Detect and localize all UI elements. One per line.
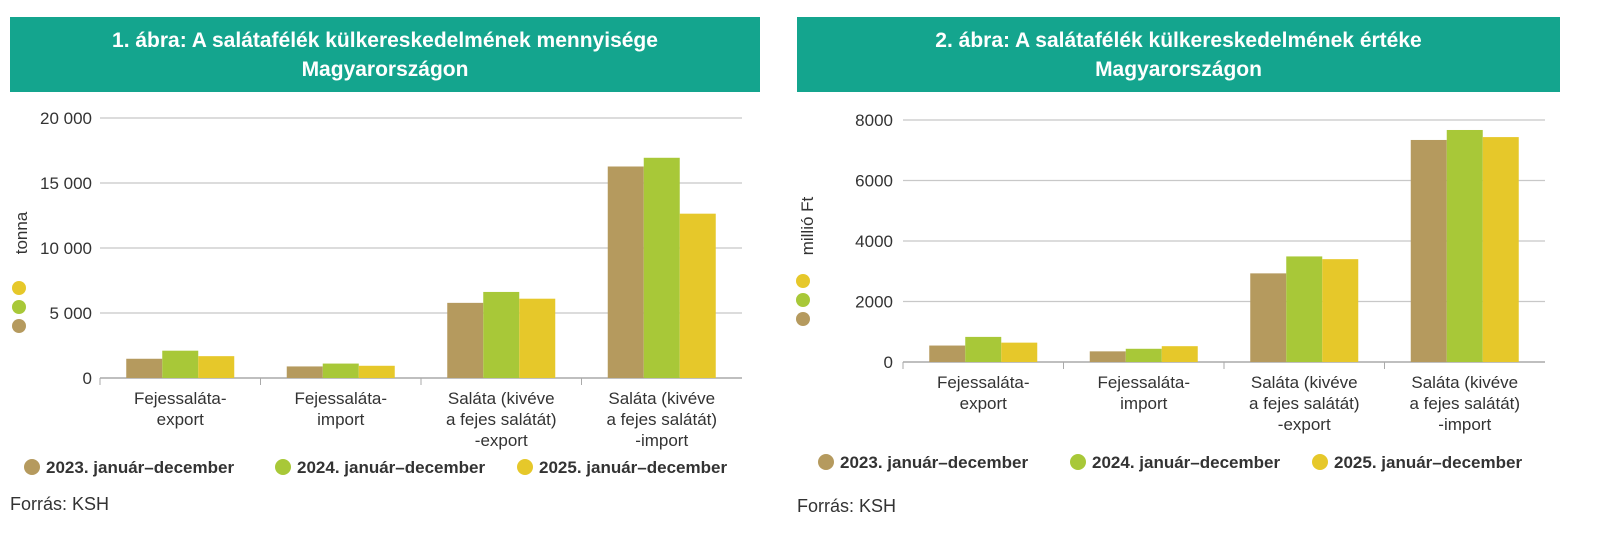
legend-label: 2024. január–december bbox=[1092, 453, 1280, 472]
x-tick-label: -import bbox=[635, 431, 688, 450]
title-line: 2. ábra: A salátafélék külkereskedelméne… bbox=[935, 29, 1422, 52]
legend-marker bbox=[1312, 454, 1328, 470]
y-label-dot bbox=[796, 312, 810, 326]
bar-2-1 bbox=[162, 350, 199, 378]
x-tick-label: Saláta (kivéve bbox=[608, 389, 715, 408]
chart-2-header: 2. ábra: A salátafélék külkereskedelméne… bbox=[797, 17, 1560, 92]
y-tick-label: 15 000 bbox=[40, 174, 92, 193]
x-tick-label: a fejes salátát) bbox=[1249, 394, 1360, 413]
bar-1-4 bbox=[607, 166, 644, 378]
bar-3-1 bbox=[198, 356, 235, 378]
y-tick-label: 5 000 bbox=[49, 304, 92, 323]
y-tick-label: 4000 bbox=[855, 232, 893, 251]
y-label-dot bbox=[12, 319, 26, 333]
x-tick-label: -import bbox=[1438, 415, 1491, 434]
x-tick-label: Fejessaláta- bbox=[294, 389, 387, 408]
x-tick-label: -export bbox=[475, 431, 528, 450]
bar-3-2 bbox=[358, 365, 395, 378]
legend-label: 2023. január–december bbox=[840, 453, 1028, 472]
legend-marker bbox=[818, 454, 834, 470]
x-tick-label: import bbox=[317, 410, 365, 429]
legend-marker bbox=[275, 459, 291, 475]
y-tick-label: 8000 bbox=[855, 111, 893, 130]
x-tick-label: a fejes salátát) bbox=[446, 410, 557, 429]
bar-2-2 bbox=[1125, 348, 1162, 362]
bar-2-3 bbox=[483, 291, 520, 378]
legend-label: 2025. január–december bbox=[539, 458, 727, 477]
bar-3-4 bbox=[1482, 137, 1519, 362]
title-line: 1. ábra: A salátafélék külkereskedelméne… bbox=[112, 29, 658, 52]
bar-1-4 bbox=[1410, 139, 1447, 362]
chart-2-source: Forrás: KSH bbox=[797, 496, 897, 516]
y-label-dot bbox=[796, 293, 810, 307]
bar-2-3 bbox=[1286, 256, 1323, 362]
bar-1-2 bbox=[286, 366, 323, 378]
legend-label: 2023. január–december bbox=[46, 458, 234, 477]
bar-1-1 bbox=[929, 345, 966, 362]
x-tick-label: a fejes salátát) bbox=[606, 410, 717, 429]
x-tick-label: Saláta (kivéve bbox=[1411, 373, 1518, 392]
x-tick-label: -export bbox=[1278, 415, 1331, 434]
bar-3-4 bbox=[679, 213, 716, 378]
y-label-dot bbox=[12, 281, 26, 295]
y-tick-label: 6000 bbox=[855, 172, 893, 191]
bar-1-3 bbox=[1250, 273, 1287, 362]
x-tick-label: Fejessaláta- bbox=[937, 373, 1030, 392]
legend-marker bbox=[517, 459, 533, 475]
x-tick-label: Saláta (kivéve bbox=[1251, 373, 1358, 392]
x-tick-label: export bbox=[960, 394, 1008, 413]
bar-3-1 bbox=[1001, 342, 1038, 362]
legend-marker bbox=[24, 459, 40, 475]
bar-2-4 bbox=[1446, 129, 1483, 362]
chart-1-header: 1. ábra: A salátafélék külkereskedelméne… bbox=[10, 17, 760, 92]
legend-label: 2024. január–december bbox=[297, 458, 485, 477]
legend-marker bbox=[1070, 454, 1086, 470]
x-tick-label: import bbox=[1120, 394, 1168, 413]
y-tick-label: 10 000 bbox=[40, 239, 92, 258]
chart-2-title: 2. ábra: A salátafélék külkereskedelméne… bbox=[797, 17, 1560, 92]
y-label-dot bbox=[796, 274, 810, 288]
chart-1-title: 1. ábra: A salátafélék külkereskedelméne… bbox=[10, 17, 760, 92]
y-tick-label: 2000 bbox=[855, 293, 893, 312]
y-label-dot bbox=[12, 300, 26, 314]
x-tick-label: Saláta (kivéve bbox=[448, 389, 555, 408]
bar-3-3 bbox=[1322, 259, 1359, 362]
bar-1-1 bbox=[126, 358, 163, 378]
bar-2-4 bbox=[643, 157, 680, 378]
title-line: Magyarországon bbox=[301, 58, 469, 81]
y-tick-label: 20 000 bbox=[40, 109, 92, 128]
y-axis-label: millió Ft bbox=[798, 196, 817, 255]
bar-1-3 bbox=[447, 302, 484, 378]
x-tick-label: Fejessaláta- bbox=[1097, 373, 1190, 392]
bar-3-2 bbox=[1161, 346, 1198, 362]
bar-2-1 bbox=[965, 336, 1002, 362]
y-tick-label: 0 bbox=[884, 353, 893, 372]
title-line: Magyarországon bbox=[1095, 58, 1262, 81]
x-tick-label: export bbox=[157, 410, 205, 429]
bar-2-2 bbox=[322, 363, 359, 378]
legend-label: 2025. január–december bbox=[1334, 453, 1522, 472]
chart-1-source: Forrás: KSH bbox=[10, 494, 110, 514]
bar-1-2 bbox=[1089, 351, 1126, 362]
y-axis-label: tonna bbox=[12, 211, 31, 254]
x-tick-label: a fejes salátát) bbox=[1409, 394, 1520, 413]
y-tick-label: 0 bbox=[83, 369, 92, 388]
bar-3-3 bbox=[519, 298, 556, 378]
x-tick-label: Fejessaláta- bbox=[134, 389, 227, 408]
